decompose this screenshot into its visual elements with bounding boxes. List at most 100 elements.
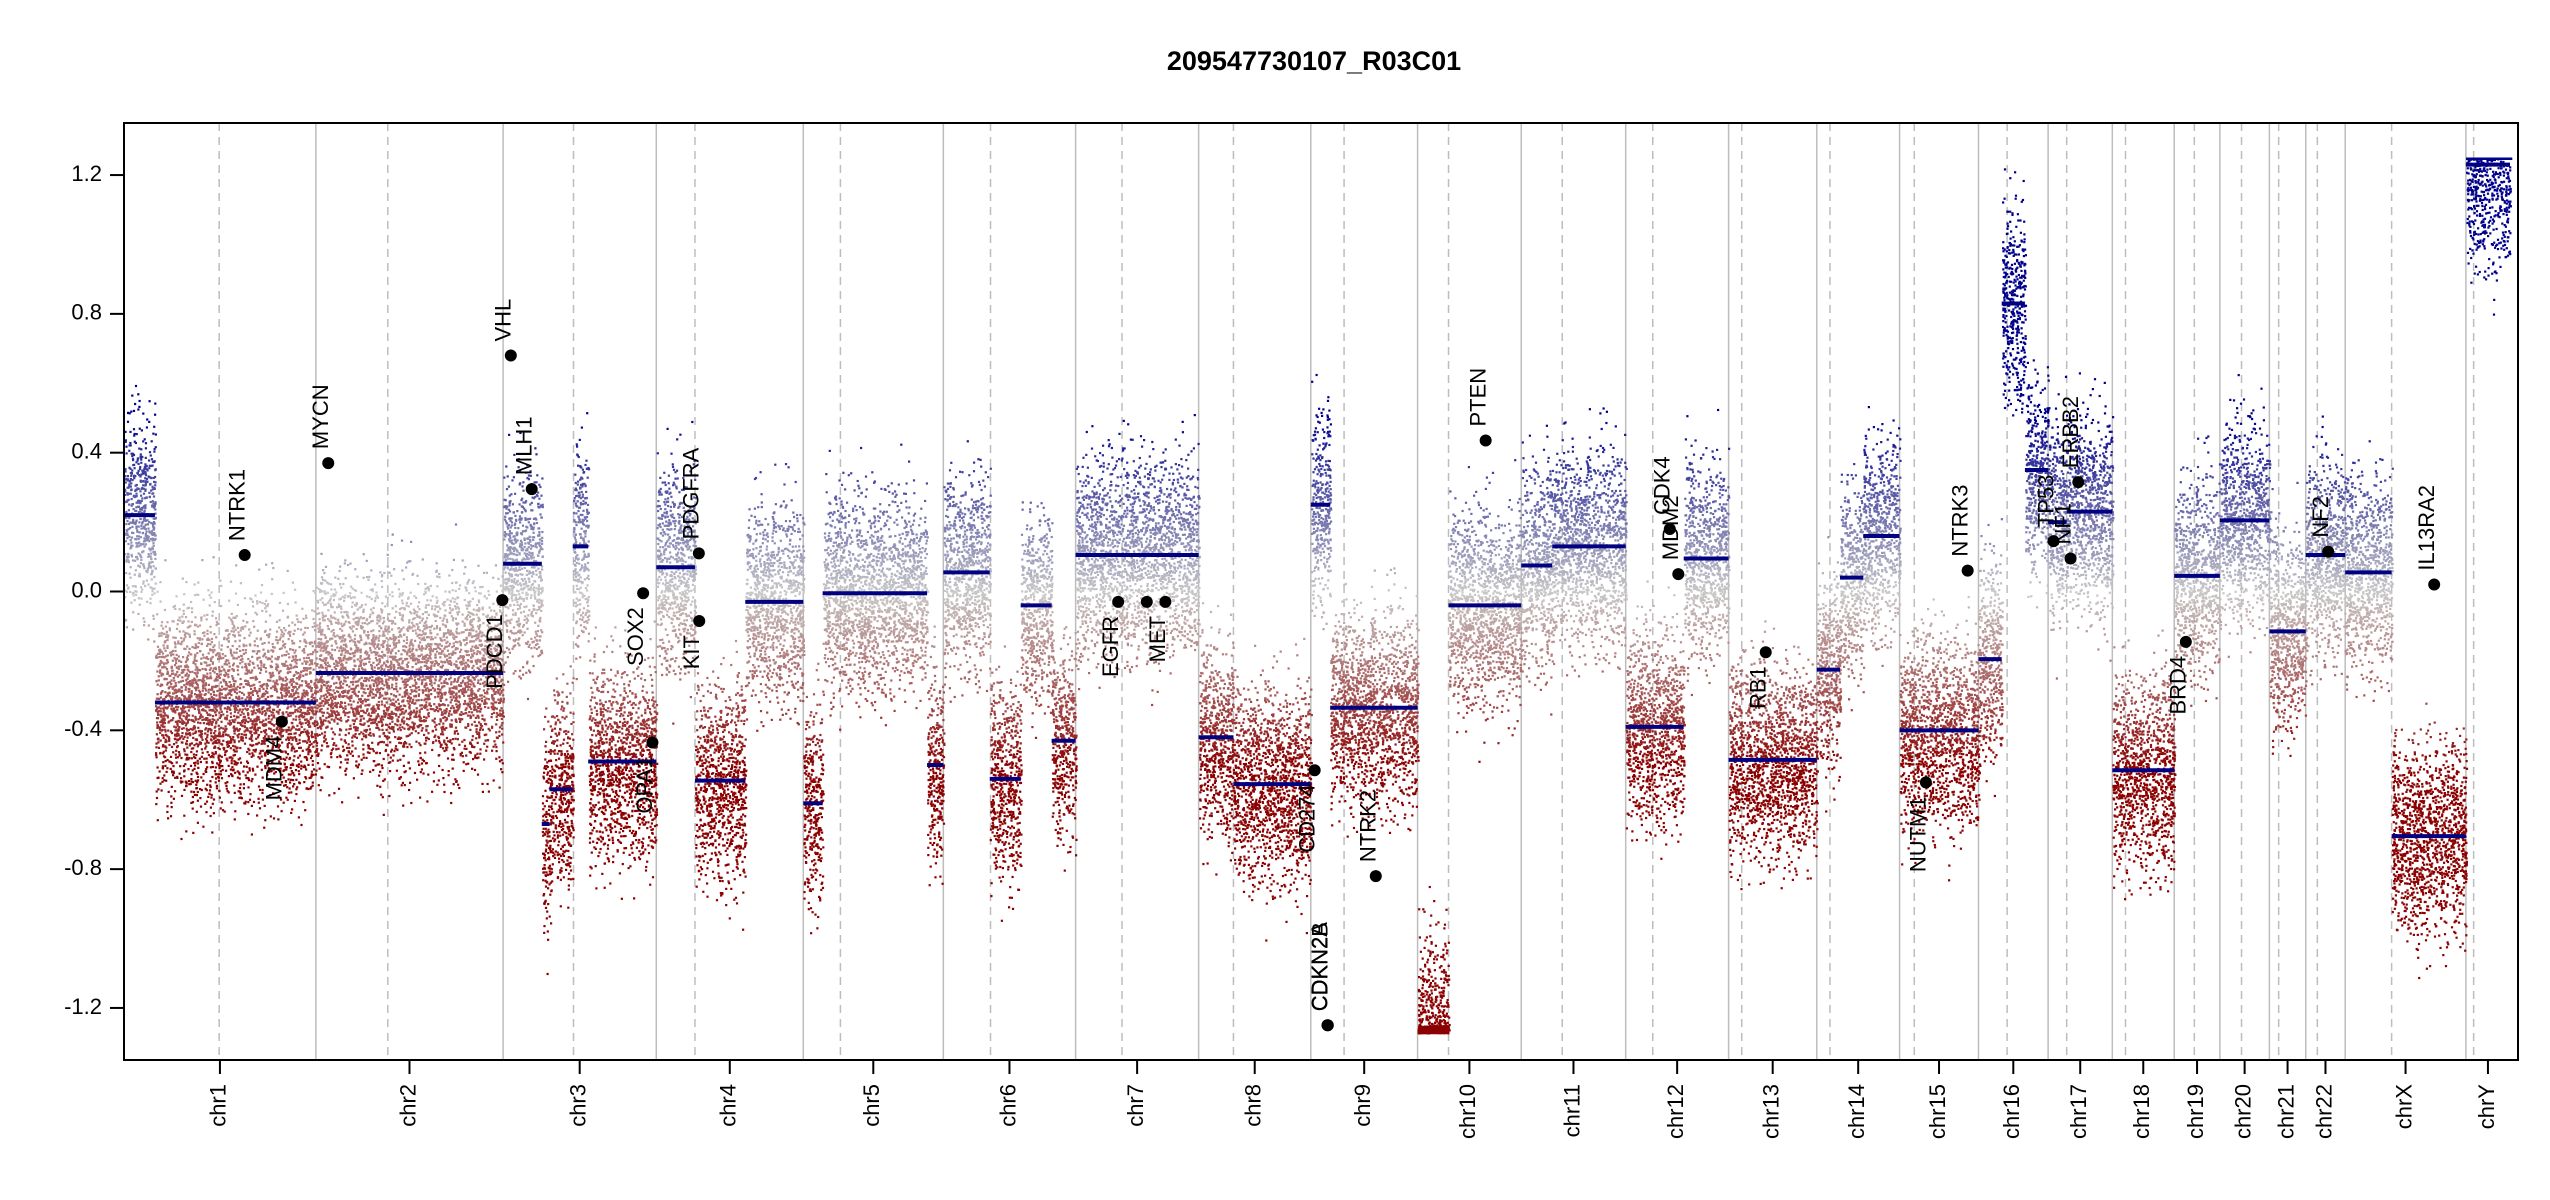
probe-point (138, 538, 140, 540)
probe-points (124, 158, 2512, 1035)
probe-point (289, 781, 291, 783)
probe-point (153, 565, 155, 567)
probe-point (146, 426, 148, 428)
probe-point (293, 642, 295, 644)
probe-point (173, 798, 175, 800)
probe-point (252, 677, 254, 679)
probe-point (137, 457, 139, 459)
probe-point (248, 717, 250, 719)
probe-point (148, 421, 150, 423)
probe-point (241, 666, 243, 668)
probe-point (309, 664, 311, 666)
probe-point (298, 686, 300, 688)
probe-point (205, 710, 207, 712)
probe-point (153, 640, 155, 642)
probe-point (206, 736, 208, 738)
probe-point (194, 794, 196, 796)
probe-point (259, 807, 261, 809)
probe-point (173, 677, 175, 679)
probe-point (145, 524, 147, 526)
probe-point (200, 776, 202, 778)
probe-point (291, 770, 293, 772)
probe-point (193, 744, 195, 746)
probe-point (131, 555, 133, 557)
probe-point (291, 749, 293, 751)
probe-point (243, 694, 245, 696)
probe-point (146, 531, 148, 533)
probe-point (234, 635, 236, 637)
probe-point (251, 833, 253, 835)
probe-point (130, 566, 132, 568)
probe-point (230, 694, 232, 696)
probe-point (133, 410, 135, 412)
probe-point (134, 523, 136, 525)
probe-point (267, 651, 269, 653)
probe-point (202, 687, 204, 689)
probe-point (229, 691, 231, 693)
probe-point (260, 664, 262, 666)
probe-point (276, 631, 278, 633)
probe-point (208, 713, 210, 715)
probe-point (195, 730, 197, 732)
probe-point (236, 652, 238, 654)
probe-point (259, 697, 261, 699)
probe-point (241, 733, 243, 735)
probe-point (267, 685, 269, 687)
probe-point (183, 698, 185, 700)
probe-point (141, 429, 143, 431)
probe-point (288, 687, 290, 689)
probe-point (156, 733, 158, 735)
probe-point (180, 680, 182, 682)
probe-point (239, 722, 241, 724)
probe-point (132, 458, 134, 460)
probe-point (178, 655, 180, 657)
probe-point (272, 643, 274, 645)
probe-point (156, 797, 158, 799)
probe-point (215, 773, 217, 775)
probe-point (308, 746, 310, 748)
probe-point (129, 444, 131, 446)
probe-point (257, 665, 259, 667)
probe-point (144, 540, 146, 542)
probe-point (147, 569, 149, 571)
probe-point (218, 666, 220, 668)
probe-point (301, 693, 303, 695)
probe-point (247, 813, 249, 815)
probe-point (146, 418, 148, 420)
probe-point (210, 631, 212, 633)
probe-point (293, 783, 295, 785)
probe-point (297, 707, 299, 709)
probe-point (315, 773, 317, 775)
probe-point (176, 739, 178, 741)
probe-point (153, 451, 155, 453)
probe-point (264, 710, 266, 712)
probe-point (166, 683, 168, 685)
probe-point (188, 674, 190, 676)
probe-point (140, 525, 142, 527)
probe-point (271, 714, 273, 716)
probe-point (138, 463, 140, 465)
probe-point (252, 720, 254, 722)
probe-point (215, 722, 217, 724)
probe-point (131, 472, 133, 474)
probe-point (218, 652, 220, 654)
probe-point (181, 616, 183, 618)
probe-point (232, 745, 234, 747)
probe-point (246, 751, 248, 753)
probe-point (140, 591, 142, 593)
probe-point (151, 594, 153, 596)
probe-point (202, 654, 204, 656)
probe-point (311, 659, 313, 661)
probe-point (279, 602, 281, 604)
probe-point (237, 686, 239, 688)
probe-point (205, 745, 207, 747)
probe-point (159, 669, 161, 671)
probe-point (293, 755, 295, 757)
probe-point (240, 783, 242, 785)
probe-point (188, 607, 190, 609)
probe-point (207, 719, 209, 721)
probe-point (175, 741, 177, 743)
probe-point (269, 658, 271, 660)
probe-point (260, 731, 262, 733)
probe-point (302, 618, 304, 620)
